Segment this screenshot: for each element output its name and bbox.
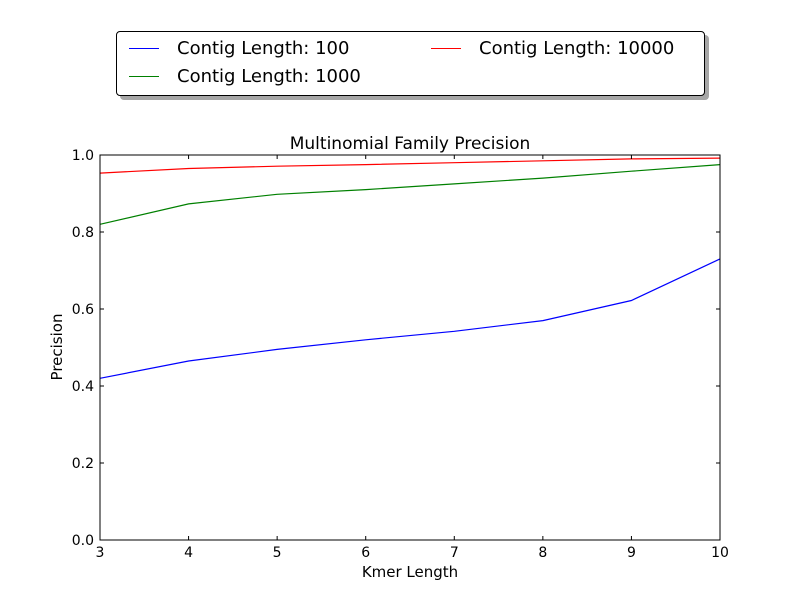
y-tick-label: 1.0	[72, 148, 94, 164]
x-tick-label: 10	[711, 545, 729, 561]
x-tick-label: 8	[538, 545, 547, 561]
y-tick-label: 0.6	[72, 302, 94, 318]
x-tick-label: 5	[273, 545, 282, 561]
legend-entry-contig-1000: Contig Length: 1000	[129, 65, 361, 87]
legend-entry-contig-100: Contig Length: 100	[129, 37, 349, 59]
tick-layer: 3 4 5 6 7 8 9 10 0.0 0.2 0.4 0.6 0.8 1.0	[72, 148, 729, 561]
plot-frame	[99, 154, 721, 541]
series-layer	[99, 157, 721, 379]
x-axis-label: Kmer Length	[362, 563, 458, 581]
chart-title: Multinomial Family Precision	[290, 134, 531, 154]
x-tick-label: 7	[450, 545, 459, 561]
legend-entry-contig-10000: Contig Length: 10000	[431, 37, 674, 59]
legend-label-contig-100: Contig Length: 100	[177, 37, 350, 59]
x-tick-label: 9	[627, 545, 636, 561]
series-line-3	[99, 157, 721, 174]
y-tick-label: 0.8	[72, 225, 94, 241]
legend-swatch-contig-10000	[431, 47, 461, 49]
x-tick-label: 6	[361, 545, 370, 561]
legend: Contig Length: 100 Contig Length: 1000 C…	[116, 31, 705, 96]
series-line-1	[99, 258, 721, 379]
y-tick-label: 0.2	[72, 456, 94, 472]
x-tick-label: 3	[96, 545, 105, 561]
legend-swatch-contig-1000	[129, 75, 159, 77]
legend-label-contig-10000: Contig Length: 10000	[479, 37, 675, 59]
y-tick-label: 0.4	[72, 379, 94, 395]
legend-swatch-contig-100	[129, 47, 159, 49]
legend-label-contig-1000: Contig Length: 1000	[177, 65, 361, 87]
x-tick-label: 4	[184, 545, 193, 561]
series-line-2	[99, 164, 721, 225]
y-tick-label: 0.0	[72, 533, 94, 549]
y-axis-label: Precision	[48, 314, 66, 381]
